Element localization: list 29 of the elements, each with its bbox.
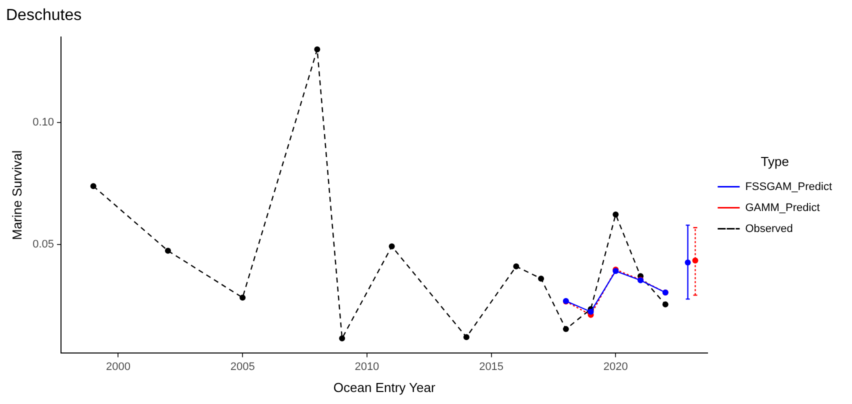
point bbox=[90, 183, 96, 190]
point bbox=[240, 294, 246, 301]
chart-title: Deschutes bbox=[6, 7, 82, 24]
legend-label: FSSGAM_Predict bbox=[745, 180, 832, 193]
point bbox=[692, 258, 698, 264]
x-axis-title: Ocean Entry Year bbox=[333, 380, 436, 395]
point bbox=[164, 248, 171, 254]
point bbox=[388, 243, 395, 250]
y-tick-label: 0.10 bbox=[32, 116, 54, 129]
legend-title: Type bbox=[760, 154, 789, 169]
point bbox=[513, 263, 520, 270]
point bbox=[463, 334, 470, 340]
point bbox=[562, 326, 569, 332]
point bbox=[684, 259, 691, 266]
point bbox=[314, 46, 320, 52]
x-tick-label: 2010 bbox=[354, 360, 380, 373]
x-tick-label: 2005 bbox=[230, 360, 255, 373]
y-tick-label: 0.05 bbox=[32, 238, 54, 250]
x-tick-label: 2020 bbox=[603, 360, 628, 373]
point bbox=[538, 276, 544, 282]
point bbox=[588, 308, 594, 315]
x-tick-label: 2000 bbox=[106, 360, 130, 373]
point bbox=[339, 335, 346, 342]
legend-label: Observed bbox=[745, 222, 793, 235]
x-tick-label: 2015 bbox=[479, 360, 504, 373]
y-axis-title: Marine Survival bbox=[9, 150, 24, 240]
point bbox=[662, 301, 668, 308]
point bbox=[612, 211, 619, 218]
legend-label: GAMM_Predict bbox=[745, 202, 820, 214]
